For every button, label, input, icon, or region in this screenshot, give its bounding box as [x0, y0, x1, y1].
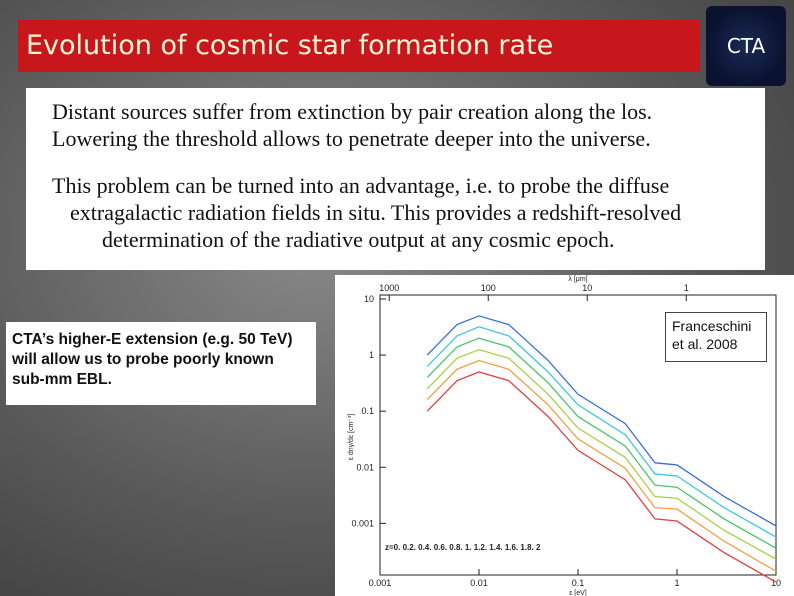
x-axis-label: ε [eV]: [569, 590, 587, 596]
y-tick-label: 0.01: [356, 462, 374, 472]
x-tick-label: 0.1: [572, 578, 585, 588]
series-line: [426, 371, 777, 583]
text-line: Lowering the threshold allows to penetra…: [52, 126, 651, 151]
series-line: [426, 359, 777, 572]
annotation: z=0. 0.2. 0.4. 0.6. 0.8. 1. 1.2. 1.4. 1.…: [385, 543, 541, 552]
y-tick-label: 1: [369, 350, 374, 360]
text-line: This problem can be turned into an advan…: [52, 173, 670, 198]
logo-text: CTA: [726, 34, 766, 58]
series-line: [426, 337, 777, 549]
slide-title: Evolution of cosmic star formation rate: [18, 20, 700, 72]
x-tick-label: 10: [771, 578, 781, 588]
text-line: Distant sources suffer from extinction b…: [52, 99, 653, 124]
y-tick-label: 0.001: [351, 518, 374, 528]
top-axis-label: λ [μm]: [568, 276, 587, 283]
citation: Franceschini et al. 2008: [665, 312, 767, 362]
series-line: [426, 315, 777, 527]
x-tick-label: 0.001: [369, 578, 392, 588]
x-tick-label: 1: [674, 578, 679, 588]
paragraph: Distant sources suffer from extinction b…: [52, 98, 765, 152]
y-tick-label: 0.1: [361, 406, 374, 416]
intro-box: Distant sources suffer from extinction b…: [26, 88, 765, 270]
text-line: determination of the radiative output at…: [102, 227, 615, 252]
logo: CTA: [706, 6, 786, 86]
y-tick-label: 10: [364, 294, 374, 304]
note-box: CTA’s higher-E extension (e.g. 50 TeV) w…: [6, 322, 316, 405]
top-tick-label: 10: [582, 283, 592, 293]
top-tick-label: 1: [684, 283, 689, 293]
paragraph: This problem can be turned into an advan…: [52, 172, 765, 253]
top-tick-label: 100: [481, 283, 496, 293]
y-axis-label: ε dnγ/dε [cm⁻³]: [348, 414, 355, 461]
series-line: [426, 326, 777, 538]
top-tick-label: 1000: [379, 283, 399, 293]
text-line: extragalactic radiation fields in situ. …: [70, 200, 682, 225]
series-line: [426, 348, 777, 560]
x-tick-label: 0.01: [470, 578, 488, 588]
